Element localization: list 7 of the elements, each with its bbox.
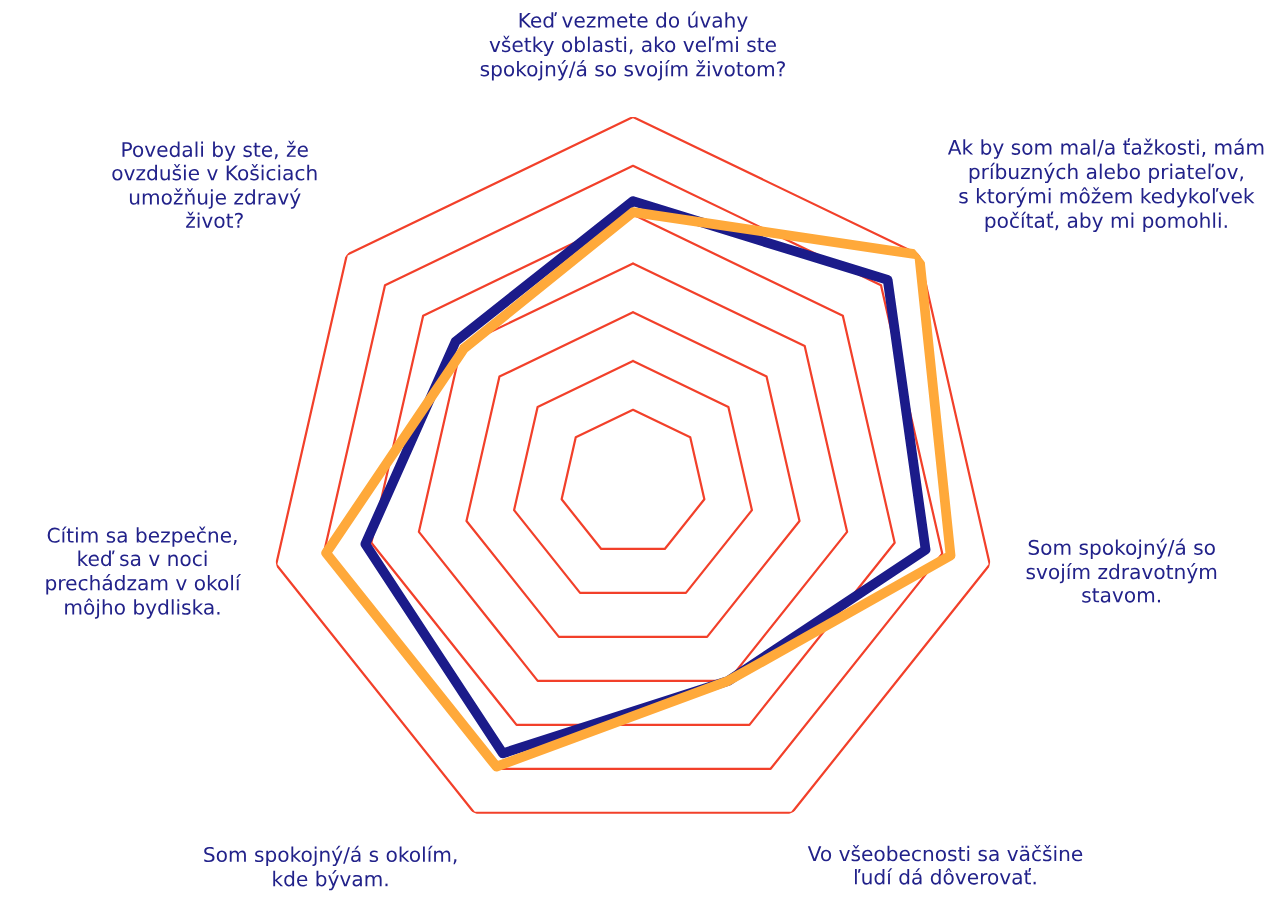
spoke-label: Povedali by ste, že ovzdušie v Košiciach umožňuje zdravý život?: [112, 140, 317, 229]
spoke-label: Keď vezmete do úvahy všetky oblasti, ako veľmi ste spokojný/á so svojím životom?: [480, 11, 785, 81]
spoke-label: Som spokojný/á s okolím, kde bývam.: [204, 845, 457, 891]
spoke-label: Vo všeobecnosti sa väčšine ľudí dá dôverovať.: [807, 844, 1083, 885]
spoke-label: Ak by som mal/a ťažkosti, mám príbuzných alebo priateľov, s ktorými môžem kedykoľvek počítať, aby mi pomohli.: [947, 138, 1264, 232]
spoke-label: Cítim sa bezpečne, keď sa v noci prechádzam v okolí môjho bydliska.: [46, 526, 242, 619]
spoke-label: Som spokojný/á so svojím zdravotným stavom.: [1026, 538, 1217, 603]
